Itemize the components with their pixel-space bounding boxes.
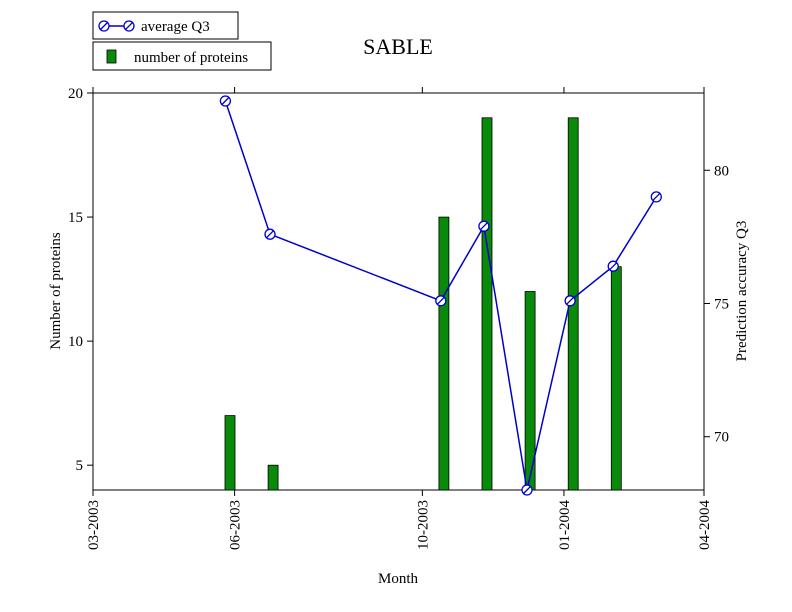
y-right-tick-label-0: 70 [714,430,729,446]
x-tick-label-2: 10-2003 [415,500,431,550]
line-layer [219,95,662,496]
legend-bar-swatch [106,49,117,64]
legend-bar-box [92,41,272,71]
bar-3 [481,117,493,491]
bar-1 [267,464,279,491]
y-left-tick-label-3: 20 [68,86,83,102]
legend-bar: number of proteins [92,41,272,71]
legend-line-label: average Q3 [141,19,210,35]
q3-point-6 [607,260,619,272]
legend-bar-label: number of proteins [134,50,248,66]
q3-point-4 [521,484,533,496]
y-left-tick-label-1: 10 [68,334,83,350]
q3-series-line [224,100,657,491]
y-right-axis-title: Prediction accuracy Q3 [734,221,750,362]
legend-line: average Q3 [92,11,239,40]
y-left-tick-label-0: 5 [76,458,84,474]
x-tick-label-3: 01-2004 [557,500,573,550]
x-tick-label-4: 04-2004 [697,500,713,550]
legend-line-marker-right [123,20,135,32]
x-axis-title: Month [378,571,419,587]
x-tick-label-1: 06-2003 [228,500,244,550]
q3-point-7 [650,191,662,203]
axes-layer: 03-2003 06-2003 10-2003 01-2004 04-2004 5 10 15… [68,86,729,550]
y-left-axis-title: Number of proteins [48,232,64,350]
x-tick-label-0: 03-2003 [86,500,102,550]
q3-point-0 [219,95,232,107]
q3-point-3 [478,220,490,232]
bar-0 [224,415,236,491]
chart-title: SABLE [363,34,433,59]
bar-2 [438,216,450,491]
y-left-tick-label-2: 15 [68,210,83,226]
bars-layer [224,117,622,491]
legend-line-marker-left [98,20,110,32]
plot-frame [92,92,705,491]
q3-point-2 [435,295,447,307]
y-right-tick-label-1: 75 [714,296,729,312]
q3-point-1 [264,228,276,240]
y-right-tick-label-2: 80 [714,163,729,179]
bar-6 [610,266,622,491]
legend-line-box [92,11,239,40]
q3-point-5 [564,295,576,307]
